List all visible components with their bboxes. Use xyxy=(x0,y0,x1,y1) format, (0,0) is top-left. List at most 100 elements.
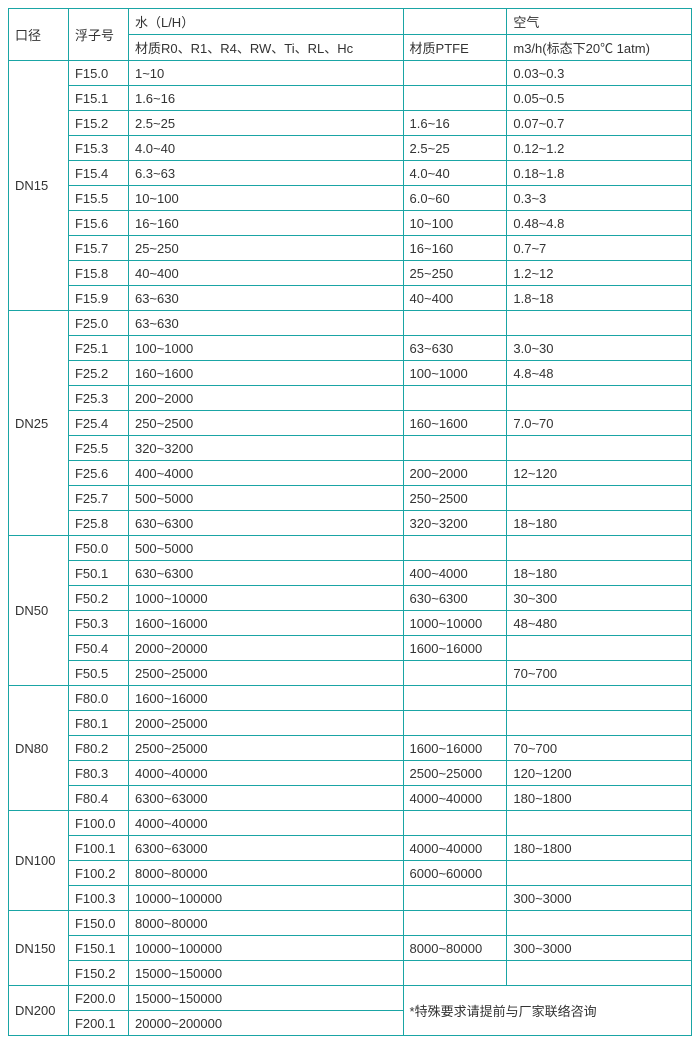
ptfe-cell: 4000~40000 xyxy=(403,836,507,861)
float-cell: F100.0 xyxy=(68,811,128,836)
table-body: DN15F15.01~100.03~0.3F15.11.6~160.05~0.5… xyxy=(9,61,692,1036)
float-cell: F150.1 xyxy=(68,936,128,961)
table-row: F15.46.3~634.0~400.18~1.8 xyxy=(9,161,692,186)
water-cell: 16~160 xyxy=(128,211,403,236)
ptfe-cell: 1000~10000 xyxy=(403,611,507,636)
water-cell: 8000~80000 xyxy=(128,861,403,886)
water-cell: 100~1000 xyxy=(128,336,403,361)
ptfe-cell xyxy=(403,961,507,986)
water-cell: 10000~100000 xyxy=(128,936,403,961)
ptfe-cell: 25~250 xyxy=(403,261,507,286)
table-row: F100.28000~800006000~60000 xyxy=(9,861,692,886)
air-cell: 48~480 xyxy=(507,611,692,636)
air-cell: 1.2~12 xyxy=(507,261,692,286)
ptfe-cell xyxy=(403,886,507,911)
table-row: F100.310000~100000300~3000 xyxy=(9,886,692,911)
dn-cell: DN100 xyxy=(9,811,69,911)
water-cell: 1000~10000 xyxy=(128,586,403,611)
ptfe-cell: 320~3200 xyxy=(403,511,507,536)
ptfe-cell xyxy=(403,911,507,936)
water-cell: 1600~16000 xyxy=(128,686,403,711)
float-cell: F50.5 xyxy=(68,661,128,686)
header-float: 浮子号 xyxy=(68,9,128,61)
table-row: F25.2160~1600100~10004.8~48 xyxy=(9,361,692,386)
table-row: F50.42000~200001600~16000 xyxy=(9,636,692,661)
water-cell: 200~2000 xyxy=(128,386,403,411)
ptfe-cell xyxy=(403,311,507,336)
header-dn: 口径 xyxy=(9,9,69,61)
air-cell: 0.3~3 xyxy=(507,186,692,211)
table-row: F15.725~25016~1600.7~7 xyxy=(9,236,692,261)
table-row: F100.16300~630004000~40000180~1800 xyxy=(9,836,692,861)
air-cell: 18~180 xyxy=(507,511,692,536)
table-row: F25.4250~2500160~16007.0~70 xyxy=(9,411,692,436)
water-cell: 1.6~16 xyxy=(128,86,403,111)
float-cell: F15.5 xyxy=(68,186,128,211)
water-cell: 63~630 xyxy=(128,286,403,311)
air-cell xyxy=(507,436,692,461)
float-cell: F15.0 xyxy=(68,61,128,86)
float-cell: F25.6 xyxy=(68,461,128,486)
air-cell xyxy=(507,686,692,711)
float-cell: F25.7 xyxy=(68,486,128,511)
air-cell: 70~700 xyxy=(507,661,692,686)
air-cell xyxy=(507,711,692,736)
float-cell: F80.1 xyxy=(68,711,128,736)
air-cell: 0.18~1.8 xyxy=(507,161,692,186)
ptfe-cell: 100~1000 xyxy=(403,361,507,386)
water-cell: 630~6300 xyxy=(128,511,403,536)
table-row: F25.7500~5000250~2500 xyxy=(9,486,692,511)
ptfe-cell: 160~1600 xyxy=(403,411,507,436)
table-row: F25.6400~4000200~200012~120 xyxy=(9,461,692,486)
float-cell: F100.1 xyxy=(68,836,128,861)
table-row: F50.21000~10000630~630030~300 xyxy=(9,586,692,611)
table-row: F15.840~40025~2501.2~12 xyxy=(9,261,692,286)
header-water-group: 水（L/H） xyxy=(128,9,403,35)
table-row: F50.31600~160001000~1000048~480 xyxy=(9,611,692,636)
float-cell: F15.1 xyxy=(68,86,128,111)
table-row: DN25F25.063~630 xyxy=(9,311,692,336)
dn-cell: DN80 xyxy=(9,686,69,811)
water-cell: 6300~63000 xyxy=(128,786,403,811)
float-cell: F15.6 xyxy=(68,211,128,236)
table-row: F25.3200~2000 xyxy=(9,386,692,411)
ptfe-cell xyxy=(403,811,507,836)
float-cell: F15.3 xyxy=(68,136,128,161)
air-cell: 300~3000 xyxy=(507,936,692,961)
water-cell: 2000~25000 xyxy=(128,711,403,736)
table-row: F50.1630~6300400~400018~180 xyxy=(9,561,692,586)
water-cell: 10000~100000 xyxy=(128,886,403,911)
air-cell xyxy=(507,636,692,661)
air-cell: 3.0~30 xyxy=(507,336,692,361)
air-cell xyxy=(507,861,692,886)
ptfe-cell xyxy=(403,661,507,686)
water-cell: 4000~40000 xyxy=(128,761,403,786)
float-cell: F50.3 xyxy=(68,611,128,636)
water-cell: 6.3~63 xyxy=(128,161,403,186)
float-cell: F80.2 xyxy=(68,736,128,761)
dn-cell: DN25 xyxy=(9,311,69,536)
ptfe-cell xyxy=(403,436,507,461)
water-cell: 320~3200 xyxy=(128,436,403,461)
air-cell: 12~120 xyxy=(507,461,692,486)
table-row: DN50F50.0500~5000 xyxy=(9,536,692,561)
air-cell: 0.03~0.3 xyxy=(507,61,692,86)
ptfe-cell: 200~2000 xyxy=(403,461,507,486)
air-cell: 180~1800 xyxy=(507,836,692,861)
air-cell: 120~1200 xyxy=(507,761,692,786)
water-cell: 1~10 xyxy=(128,61,403,86)
header-air-group: 空气 xyxy=(507,9,692,35)
air-cell: 30~300 xyxy=(507,586,692,611)
dn-cell: DN15 xyxy=(9,61,69,311)
ptfe-cell: 2500~25000 xyxy=(403,761,507,786)
water-cell: 400~4000 xyxy=(128,461,403,486)
table-row: F15.616~16010~1000.48~4.8 xyxy=(9,211,692,236)
dn-cell: DN150 xyxy=(9,911,69,986)
table-row: DN15F15.01~100.03~0.3 xyxy=(9,61,692,86)
float-cell: F15.7 xyxy=(68,236,128,261)
water-cell: 2000~20000 xyxy=(128,636,403,661)
air-cell: 0.07~0.7 xyxy=(507,111,692,136)
water-cell: 15000~150000 xyxy=(128,986,403,1011)
water-cell: 250~2500 xyxy=(128,411,403,436)
ptfe-cell: 630~6300 xyxy=(403,586,507,611)
